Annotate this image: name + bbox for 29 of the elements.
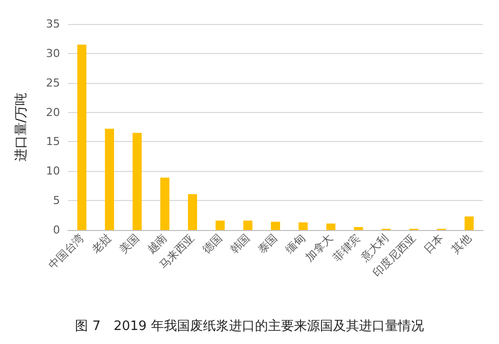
bar (160, 178, 170, 230)
x-tick-label: 韩国 (228, 231, 252, 256)
bar (270, 222, 280, 230)
x-tick-label: 日本 (421, 231, 446, 256)
y-tick-label: 30 (46, 46, 60, 60)
x-tick-label: 德国 (200, 231, 225, 256)
y-tick-label: 10 (46, 164, 60, 178)
x-tick-label: 老挝 (89, 231, 114, 256)
y-tick-label: 25 (46, 76, 60, 90)
y-tick-label: 5 (53, 194, 60, 208)
bar (132, 132, 142, 230)
bar (188, 194, 198, 230)
x-tick-label: 泰国 (255, 231, 280, 256)
bar (298, 222, 308, 230)
y-tick-label: 35 (46, 18, 60, 30)
text: 图 7 2019 年我国废纸浆进口的主要来源国及其进口量情况 (75, 318, 424, 334)
y-axis-title: 进口量/万吨 (14, 92, 29, 162)
x-tick-label: 其他 (449, 231, 474, 256)
y-tick-label: 15 (46, 135, 60, 148)
y-tick-label: 20 (46, 106, 60, 119)
bar (326, 224, 336, 230)
bar (464, 216, 474, 230)
x-tick-label: 美国 (117, 231, 142, 256)
y-tick-label: 0 (53, 224, 60, 236)
bar (77, 44, 86, 230)
bar (216, 220, 225, 230)
bar (104, 128, 114, 230)
bar (354, 227, 364, 230)
bar (243, 220, 252, 230)
